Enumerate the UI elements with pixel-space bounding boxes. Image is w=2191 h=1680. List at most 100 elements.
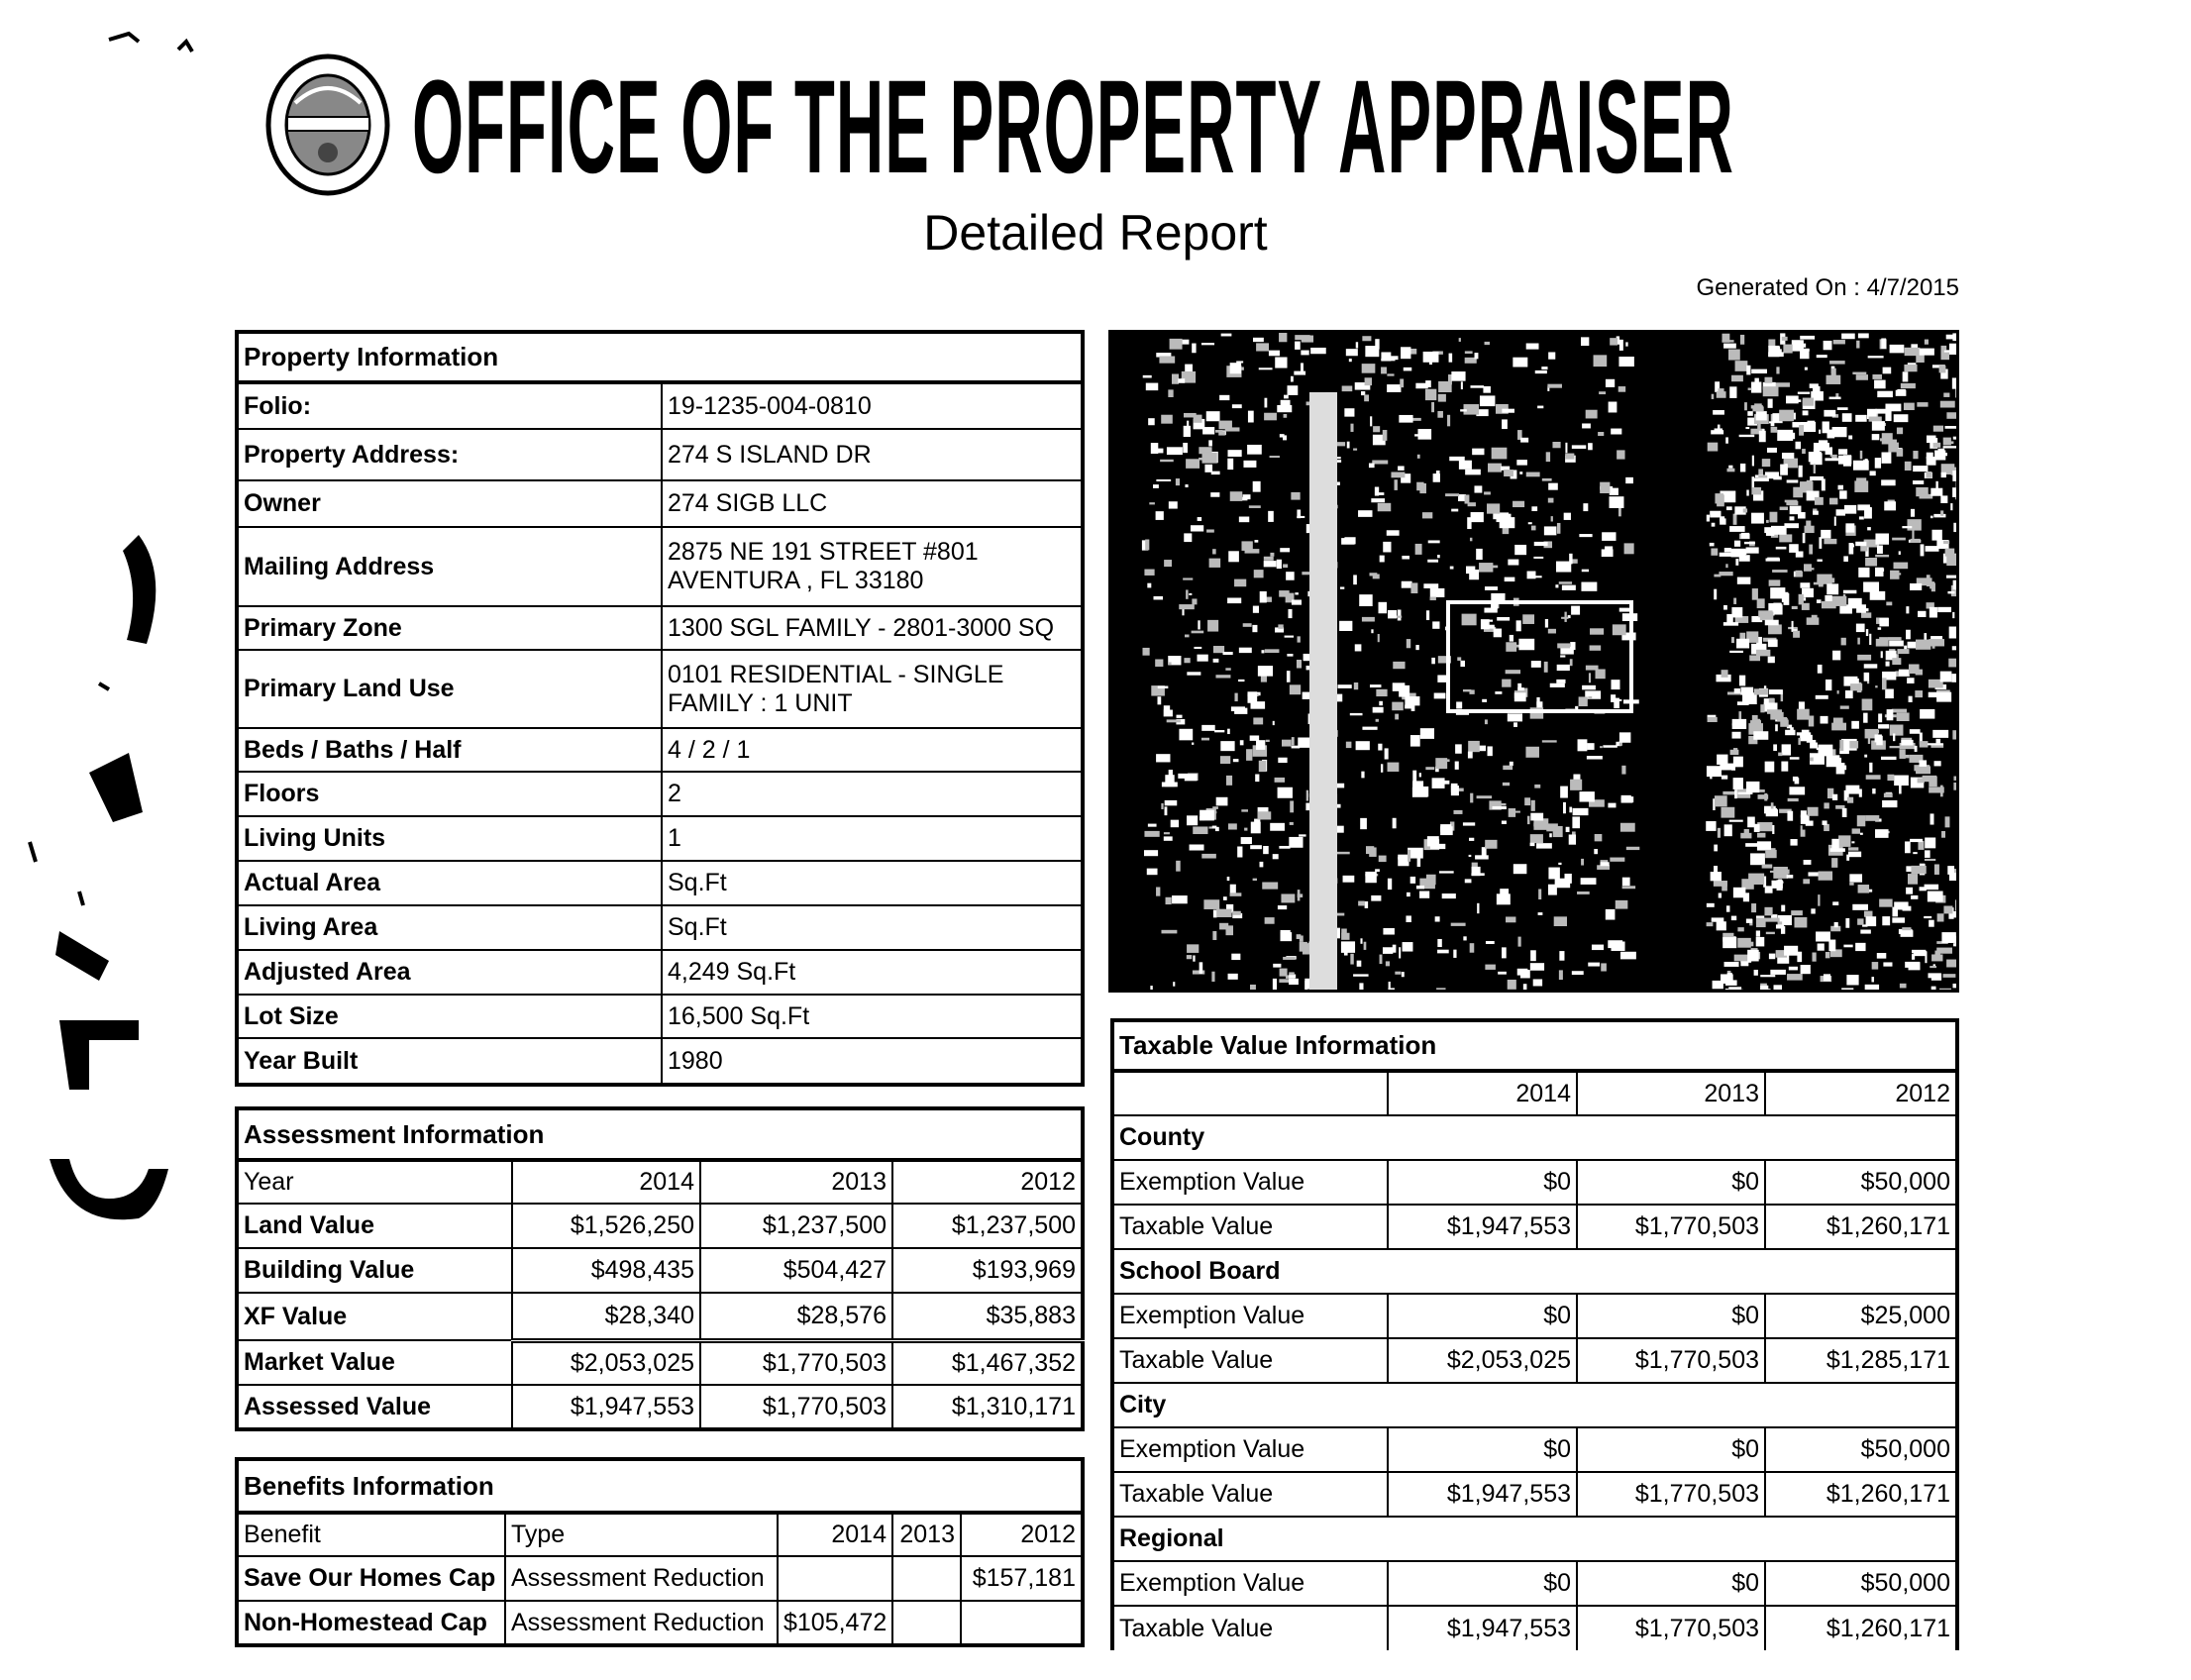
property-value: 2 (661, 771, 1084, 817)
section-heading: Benefits Information (236, 1458, 1084, 1515)
value-cell: $1,237,500 (699, 1203, 893, 1249)
row-label: Exemption Value (1111, 1293, 1389, 1339)
value-cell: $0 (1576, 1560, 1766, 1607)
property-label: Living Units (236, 815, 663, 862)
property-row: Living Units 1 (236, 815, 1084, 862)
value-cell: $1,285,171 (1764, 1337, 1958, 1384)
property-row: Living Area Sq.Ft (236, 904, 1084, 951)
property-row: Year Built 1980 (236, 1037, 1084, 1086)
property-label: Property Address: (236, 428, 663, 481)
year-2012: 2012 (891, 1159, 1084, 1205)
property-value: 4 / 2 / 1 (661, 727, 1084, 773)
value-cell: $1,310,171 (891, 1384, 1084, 1430)
value-cell: $1,770,503 (1576, 1337, 1766, 1384)
row-label: Market Value (236, 1339, 513, 1386)
benefit-type: Assessment Reduction (504, 1600, 779, 1646)
property-value: 1 (661, 815, 1084, 862)
value-line: 1980 (668, 1046, 723, 1075)
value-cell: $28,576 (699, 1292, 893, 1343)
property-row: Adjusted Area 4,249 Sq.Ft (236, 949, 1084, 996)
value-cell: $0 (1576, 1293, 1766, 1339)
year-2014: 2014 (511, 1159, 701, 1205)
property-label: Floors (236, 771, 663, 817)
assessment-information-table: Assessment Information Year 2014 2013 20… (235, 1106, 1085, 1431)
taxing-authority-name: City (1111, 1382, 1958, 1428)
value-cell: $0 (1387, 1293, 1578, 1339)
report-subtitle: Detailed Report (0, 204, 2191, 262)
property-value: 0101 RESIDENTIAL - SINGLE FAMILY : 1 UNIT (661, 649, 1084, 729)
value-cell: $1,467,352 (891, 1339, 1084, 1386)
year-2014: 2014 (1387, 1070, 1578, 1115)
value-line: FAMILY : 1 UNIT (668, 688, 853, 717)
value-cell: $1,526,250 (511, 1203, 701, 1249)
benefit-name: Non-Homestead Cap (236, 1600, 506, 1646)
property-label: Beds / Baths / Half (236, 727, 663, 773)
property-label: Folio: (236, 381, 663, 430)
value-cell: $25,000 (1764, 1293, 1958, 1339)
col-type: Type (504, 1512, 779, 1557)
property-label: Primary Land Use (236, 649, 663, 729)
property-value: 1980 (661, 1037, 1084, 1086)
value-line: 274 SIGB LLC (668, 489, 828, 517)
value-cell: $2,053,025 (511, 1339, 701, 1386)
row-label: Exemption Value (1111, 1426, 1389, 1473)
value-cell: $498,435 (511, 1247, 701, 1294)
property-value: Sq.Ft (661, 904, 1084, 951)
value-cell: $193,969 (891, 1247, 1084, 1294)
taxable-row: Taxable Value $2,053,025 $1,770,503 $1,285,… (1111, 1337, 1958, 1384)
value-cell: $1,770,503 (1576, 1605, 1766, 1650)
col-2012: 2012 (960, 1512, 1084, 1557)
benefits-header-row: Benefit Type 2014 2013 2012 (236, 1512, 1084, 1557)
taxing-authority-row: County (1111, 1114, 1958, 1161)
value-cell: $1,237,500 (891, 1203, 1084, 1249)
assessment-row: Building Value $498,435 $504,427 $193,969 (236, 1247, 1084, 1294)
row-label: Taxable Value (1111, 1471, 1389, 1518)
value-cell (777, 1555, 893, 1602)
assessment-row: Market Value $2,053,025 $1,770,503 $1,467,3… (236, 1339, 1084, 1386)
value-cell: $0 (1576, 1426, 1766, 1473)
row-label: Building Value (236, 1247, 513, 1294)
property-row: Lot Size 16,500 Sq.Ft (236, 994, 1084, 1039)
value-cell: $28,340 (511, 1292, 701, 1343)
taxing-authority-name: School Board (1111, 1248, 1958, 1295)
taxable-row: Exemption Value $0 $0 $50,000 (1111, 1426, 1958, 1473)
property-row: Floors 2 (236, 771, 1084, 817)
assessment-row: Assessed Value $1,947,553 $1,770,503 $1,310… (236, 1384, 1084, 1430)
value-cell: $1,260,171 (1764, 1204, 1958, 1250)
property-label: Living Area (236, 904, 663, 951)
property-row: Actual Area Sq.Ft (236, 860, 1084, 906)
benefit-row: Save Our Homes Cap Assessment Reduction $1… (236, 1555, 1084, 1602)
property-row: Mailing Address 2875 NE 191 STREET #801 AV… (236, 526, 1084, 607)
year-row: 2014 2013 2012 (1111, 1070, 1958, 1115)
handwritten-marks (28, 31, 194, 1220)
col-2013: 2013 (891, 1512, 962, 1557)
value-cell: $1,770,503 (699, 1339, 893, 1386)
taxing-authority-name: County (1111, 1114, 1958, 1161)
row-label: Taxable Value (1111, 1337, 1389, 1384)
value-line: 4,249 Sq.Ft (668, 958, 796, 986)
subtitle-text: Detailed Report (923, 205, 1268, 261)
taxing-authority-row: City (1111, 1382, 1958, 1428)
year-2012: 2012 (1764, 1070, 1958, 1115)
value-cell: $0 (1387, 1159, 1578, 1206)
value-cell: $1,770,503 (699, 1384, 893, 1430)
generated-on: Generated On : 4/7/2015 (1696, 274, 1959, 301)
value-line: Sq.Ft (668, 869, 727, 896)
value-cell: $50,000 (1764, 1159, 1958, 1206)
value-cell: $50,000 (1764, 1426, 1958, 1473)
benefit-name: Save Our Homes Cap (236, 1555, 506, 1602)
taxable-row: Exemption Value $0 $0 $50,000 (1111, 1159, 1958, 1206)
parcel-outline (1446, 600, 1633, 713)
value-cell: $1,947,553 (1387, 1471, 1578, 1518)
property-row: Beds / Baths / Half 4 / 2 / 1 (236, 727, 1084, 773)
value-line: AVENTURA , FL 33180 (668, 567, 924, 594)
property-row: Primary Land Use 0101 RESIDENTIAL - SINGL… (236, 649, 1084, 729)
value-cell (891, 1600, 962, 1646)
value-cell (960, 1600, 1084, 1646)
value-cell: $0 (1387, 1560, 1578, 1607)
property-value: Sq.Ft (661, 860, 1084, 906)
blank-cell (1111, 1070, 1389, 1115)
value-cell: $1,260,171 (1764, 1471, 1958, 1518)
property-label: Mailing Address (236, 526, 663, 607)
taxable-value-information-table: Taxable Value Information 2014 2013 2012… (1110, 1018, 1959, 1650)
